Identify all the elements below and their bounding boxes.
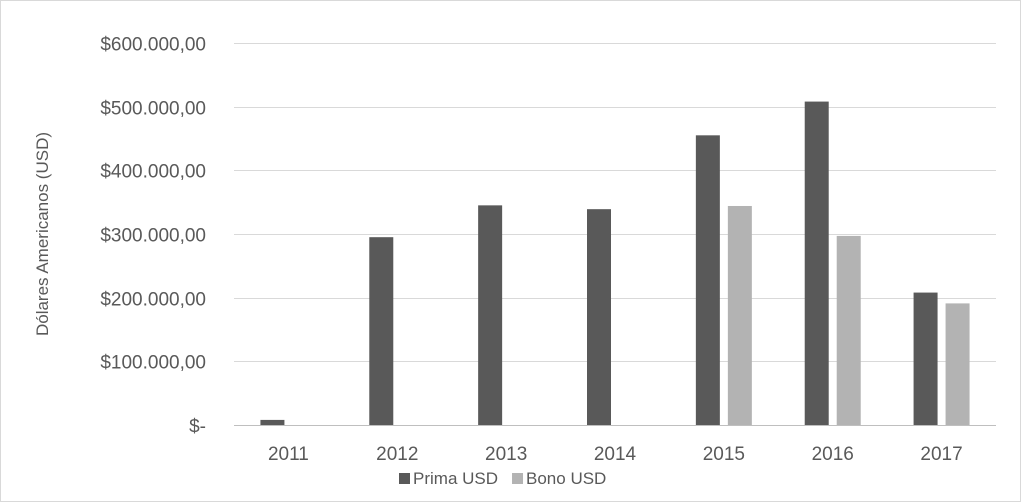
bar-prima-usd-2011 — [260, 419, 285, 425]
y-tick-label: $- — [189, 417, 206, 438]
bar-prima-usd-2013 — [478, 205, 503, 425]
x-tick-label: 2013 — [485, 444, 527, 465]
x-tick-label: 2016 — [812, 444, 854, 465]
legend-swatch — [512, 473, 524, 484]
y-axis-ticks: $- $100.000,00 $200.000,00 $300.000,00 $400.… — [100, 35, 206, 438]
y-tick-label: $300.000,00 — [100, 226, 206, 247]
y-tick-label: $100.000,00 — [100, 353, 206, 374]
bar-prima-usd-2014 — [587, 209, 611, 425]
y-tick-label: $600.000,00 — [100, 35, 206, 56]
legend: Prima USD Bono USD — [399, 469, 606, 488]
x-tick-label: 2015 — [703, 444, 745, 465]
bar-prima-usd-2012 — [369, 237, 394, 425]
gridlines — [234, 43, 996, 426]
x-tick-label: 2012 — [376, 444, 418, 465]
y-tick-label: $200.000,00 — [100, 290, 206, 311]
bar-prima-usd-2016 — [804, 101, 829, 425]
bar-prima-usd-2017 — [913, 292, 938, 425]
y-tick-label: $400.000,00 — [100, 162, 206, 183]
y-axis-title: Dólares Americanos (USD) — [33, 132, 52, 336]
bar-bono-usd-2015 — [727, 205, 752, 425]
legend-swatch — [399, 473, 410, 484]
legend-label: Prima USD — [413, 469, 498, 488]
legend-label: Bono USD — [526, 469, 606, 488]
x-tick-label: 2011 — [268, 444, 309, 465]
bar-bono-usd-2017 — [945, 303, 970, 425]
bars — [260, 101, 970, 426]
y-tick-label: $500.000,00 — [100, 99, 206, 120]
bar-prima-usd-2015 — [695, 135, 720, 426]
x-axis-ticks: 2011 2012 2013 2014 2015 2016 2017 — [268, 444, 963, 465]
bar-bono-usd-2016 — [836, 235, 861, 425]
x-tick-label: 2017 — [920, 444, 962, 465]
x-tick-label: 2014 — [594, 444, 637, 465]
